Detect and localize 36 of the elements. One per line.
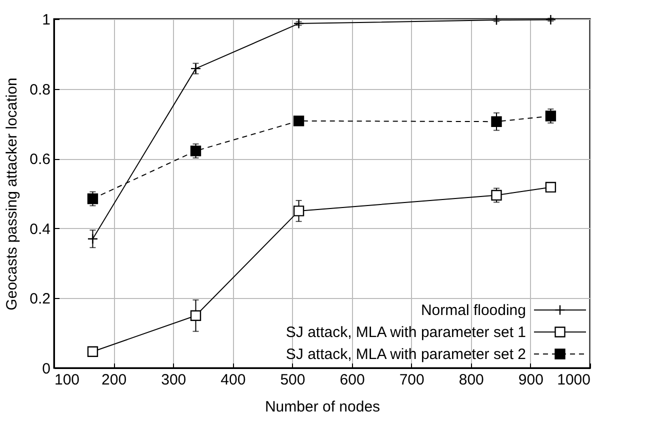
legend-label: SJ attack, MLA with parameter set 1 (286, 324, 526, 341)
y-tick-label: 0 (42, 360, 50, 378)
x-tick-label: 600 (340, 372, 365, 388)
x-tick-label: 700 (399, 372, 424, 388)
x-tick-label: 1000 (557, 372, 590, 388)
point (87, 234, 98, 244)
point (545, 182, 556, 193)
point (190, 146, 202, 156)
point (491, 14, 502, 26)
point (545, 110, 556, 122)
legend-label: Normal flooding (420, 302, 526, 319)
x-tick-label: 400 (220, 372, 246, 388)
point (87, 346, 98, 357)
point (491, 190, 502, 201)
y-tick-label: 0.2 (30, 290, 50, 308)
y-tick-label: 0.4 (30, 220, 50, 238)
x-tick-label: 100 (54, 372, 80, 388)
point (293, 116, 304, 126)
point (190, 310, 202, 321)
x-tick-label: 200 (102, 372, 127, 388)
point (293, 18, 304, 29)
y-tick-label: 0.8 (30, 81, 50, 98)
y-tick-label: 0.6 (30, 151, 50, 168)
point (545, 14, 556, 26)
point (190, 63, 202, 74)
y-axis-title: Geocasts passing attacker location (4, 78, 21, 310)
x-tick-label: 900 (518, 372, 544, 388)
y-tick-label: 1 (42, 12, 50, 28)
x-tick-label: 300 (161, 372, 186, 388)
x-tick-label: 500 (280, 372, 306, 388)
point (293, 206, 304, 216)
point (491, 116, 502, 127)
point (87, 193, 98, 204)
x-tick-label: 800 (458, 372, 484, 388)
legend-label: SJ attack, MLA with parameter set 2 (286, 346, 526, 363)
x-axis-title: Number of nodes (264, 398, 380, 416)
